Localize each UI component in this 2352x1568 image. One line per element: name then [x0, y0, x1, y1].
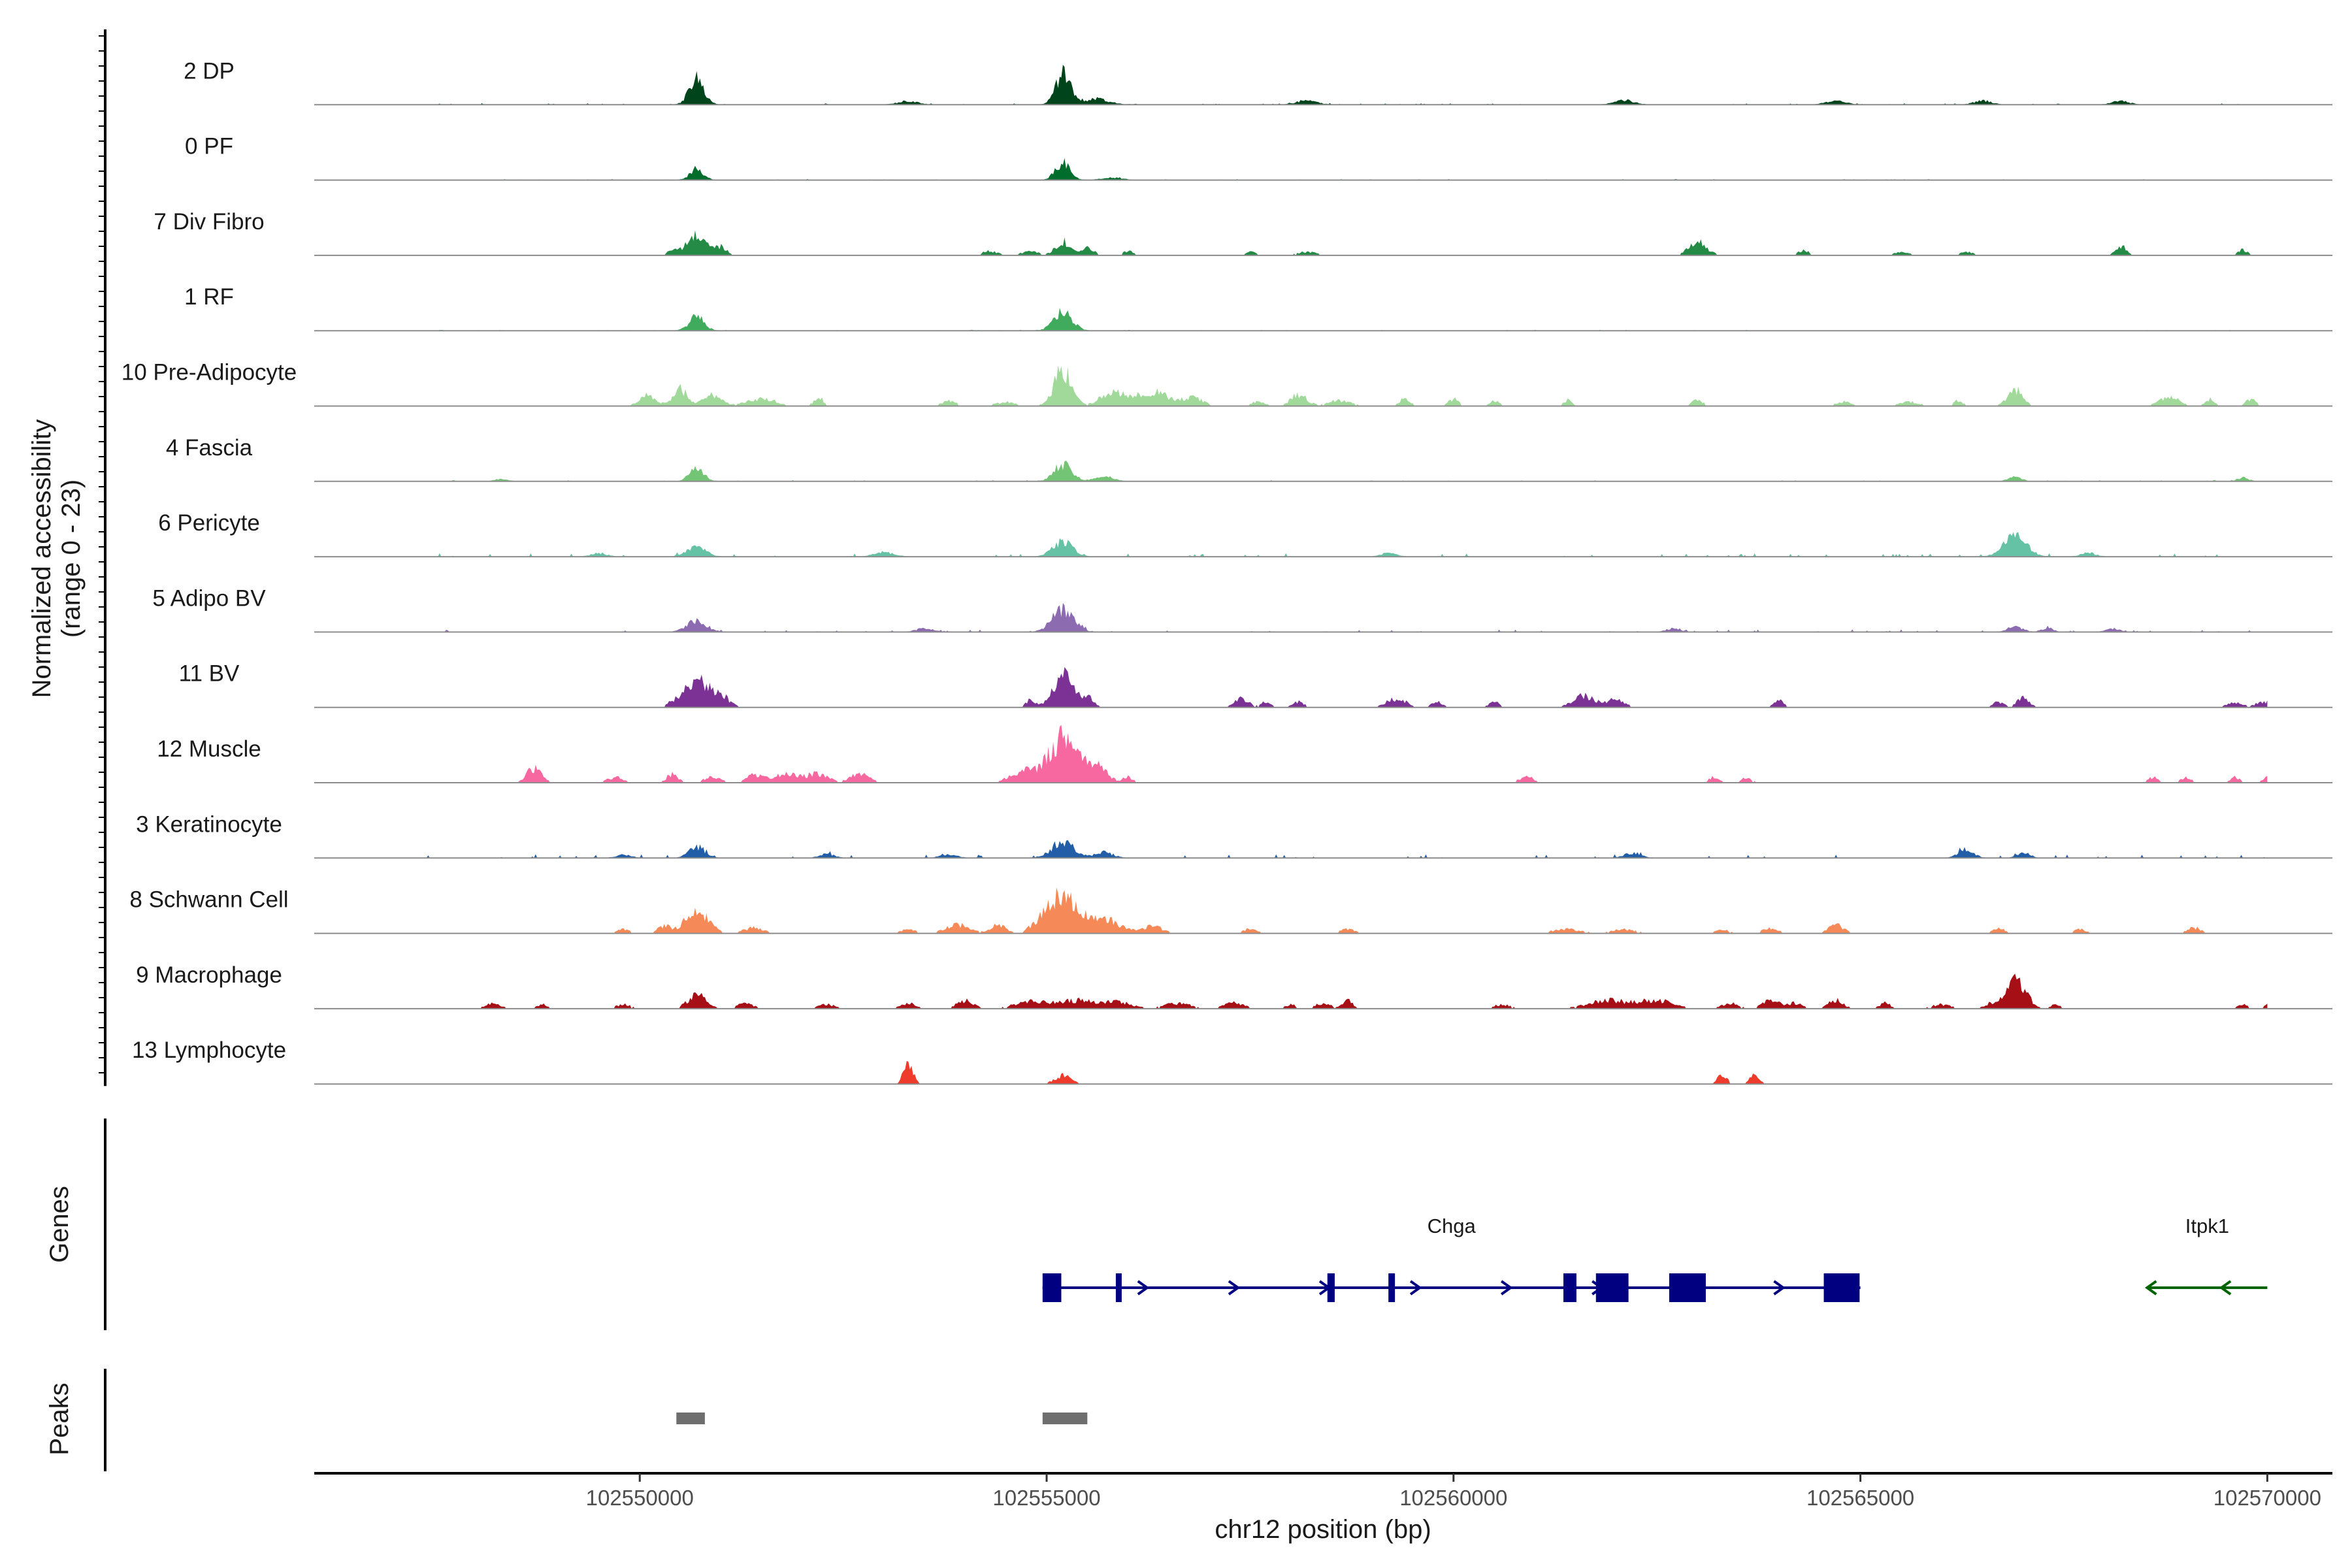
gene-annotation-track: Chga Itpk1 — [1042, 1215, 2268, 1302]
called-peak-bar — [1042, 1413, 1088, 1424]
strand-arrow — [2219, 1280, 2232, 1296]
track-7-div-fibro: 7 Div Fibro — [154, 209, 2332, 256]
coverage-area-11-bv — [419, 667, 2268, 708]
x-tick-label: 102560000 — [1399, 1486, 1507, 1510]
x-tick-label: 102565000 — [1806, 1486, 1914, 1510]
y-axis-title-line2: (range 0 - 23) — [57, 480, 86, 638]
track-6-pericyte: 6 Pericyte — [158, 510, 2332, 558]
track-0-pf: 0 PF — [185, 134, 2332, 181]
track-11-bv: 11 BV — [179, 661, 2332, 708]
coverage-area-6-pericyte — [419, 532, 2268, 557]
exon-block — [1823, 1273, 1860, 1302]
exon-block — [1115, 1273, 1122, 1302]
gene-name-label: Itpk1 — [2185, 1215, 2229, 1237]
exon-block — [1595, 1273, 1629, 1302]
track-label: 2 DP — [184, 58, 235, 84]
track-5-adipo-bv: 5 Adipo BV — [152, 585, 2332, 633]
track-12-muscle: 12 Muscle — [157, 725, 2332, 783]
gene-itpk1: Itpk1 — [2144, 1215, 2268, 1296]
track-label: 5 Adipo BV — [152, 585, 266, 611]
track-13-lymphocyte: 13 Lymphocyte — [132, 1037, 2332, 1085]
strand-arrow — [1500, 1280, 1513, 1296]
coverage-area-10-pre-adipocyte — [419, 365, 2268, 406]
track-label: 11 BV — [179, 661, 240, 687]
track-label: 8 Schwann Cell — [129, 887, 288, 913]
track-label: 9 Macrophage — [136, 962, 282, 988]
x-tick-label: 102555000 — [992, 1486, 1100, 1510]
coverage-area-2-dp — [419, 65, 2268, 105]
gene-name-label: Chga — [1428, 1215, 1477, 1237]
exon-block — [1042, 1273, 1062, 1302]
track-label: 1 RF — [184, 284, 234, 310]
accessibility-y-axis — [99, 29, 106, 1086]
strand-arrow — [2144, 1280, 2157, 1296]
coverage-area-12-muscle — [419, 725, 2268, 783]
exon-block — [1563, 1273, 1576, 1302]
track-label: 13 Lymphocyte — [132, 1037, 286, 1063]
gene-chga: Chga — [1042, 1215, 1861, 1302]
genes-panel-title: Genes — [45, 1186, 74, 1263]
x-tick-label: 102550000 — [586, 1486, 694, 1510]
coverage-area-0-pf — [419, 157, 2268, 180]
coverage-area-9-macrophage — [419, 973, 2268, 1009]
exon-block — [1327, 1273, 1335, 1302]
coverage-area-3-keratinocyte — [419, 840, 2268, 858]
track-4-fascia: 4 Fascia — [166, 435, 2332, 482]
track-label: 4 Fascia — [166, 435, 253, 461]
x-axis-ticks: 102550000 102555000 102560000 102565000 1025… — [586, 1473, 2321, 1510]
track-2-dp: 2 DP — [184, 58, 2332, 106]
peaks-panel-title: Peaks — [45, 1382, 74, 1455]
track-label: 10 Pre-Adipocyte — [122, 360, 297, 385]
strand-arrow — [1409, 1280, 1422, 1296]
coverage-area-5-adipo-bv — [419, 602, 2268, 632]
exon-block — [1669, 1273, 1706, 1302]
y-axis-title-line1: Normalized accessibility — [27, 419, 56, 698]
coverage-area-7-div-fibro — [419, 230, 2268, 255]
track-1-rf: 1 RF — [184, 284, 2332, 332]
x-axis-title: chr12 position (bp) — [1215, 1515, 1431, 1544]
strand-arrow — [1137, 1280, 1150, 1296]
track-label: 3 Keratinocyte — [136, 811, 282, 837]
track-3-keratinocyte: 3 Keratinocyte — [136, 811, 2332, 859]
coverage-area-8-schwann-cell — [419, 887, 2268, 934]
track-label: 12 Muscle — [157, 736, 261, 762]
x-tick-label: 102570000 — [2213, 1486, 2321, 1510]
strand-arrow — [1228, 1280, 1241, 1296]
called-peak-bar — [676, 1413, 705, 1424]
exon-block — [1388, 1273, 1396, 1302]
called-peaks-track — [676, 1413, 1088, 1424]
coverage-area-13-lymphocyte — [419, 1061, 2268, 1085]
coverage-tracks: 2 DP 0 PF 7 Div Fibro 1 RF 10 Pre-Adipocyte 4… — [122, 58, 2332, 1085]
track-8-schwann-cell: 8 Schwann Cell — [129, 887, 2332, 934]
coverage-area-1-rf — [419, 308, 2268, 331]
coverage-area-4-fascia — [419, 461, 2268, 482]
track-9-macrophage: 9 Macrophage — [136, 962, 2332, 1009]
strand-arrow — [1773, 1280, 1786, 1296]
track-label: 6 Pericyte — [158, 510, 260, 536]
track-label: 7 Div Fibro — [154, 209, 264, 235]
track-10-pre-adipocyte: 10 Pre-Adipocyte — [122, 360, 2332, 407]
track-label: 0 PF — [185, 134, 233, 159]
